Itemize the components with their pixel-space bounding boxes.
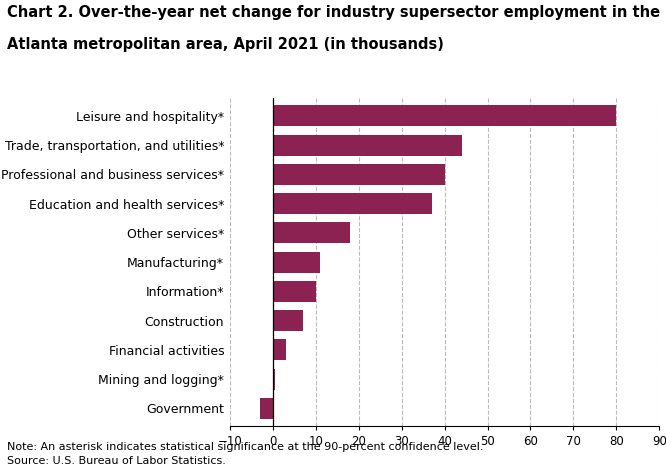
Bar	[260, 398, 273, 419]
Bar	[273, 135, 462, 155]
Bar	[273, 310, 303, 331]
Bar	[273, 252, 320, 272]
Bar	[273, 193, 432, 214]
Text: Chart 2. Over-the-year net change for industry supersector employment in the: Chart 2. Over-the-year net change for in…	[7, 5, 660, 20]
Bar	[273, 222, 350, 243]
Text: Note: An asterisk indicates statistical significance at the 90-percent confidenc: Note: An asterisk indicates statistical …	[7, 442, 483, 452]
Text: Atlanta metropolitan area, April 2021 (in thousands): Atlanta metropolitan area, April 2021 (i…	[7, 37, 444, 52]
Bar	[273, 164, 445, 185]
Bar	[273, 281, 316, 302]
Bar	[273, 369, 275, 389]
Text: Source: U.S. Bureau of Labor Statistics.: Source: U.S. Bureau of Labor Statistics.	[7, 456, 226, 466]
Bar	[273, 105, 617, 126]
Bar	[273, 339, 286, 360]
